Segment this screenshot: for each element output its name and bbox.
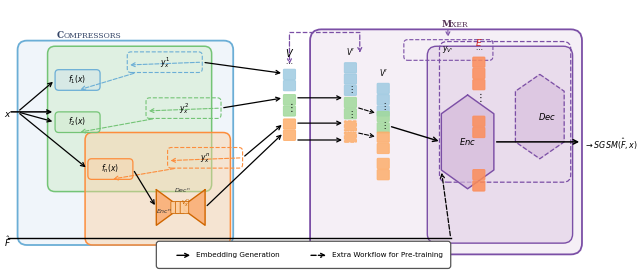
FancyBboxPatch shape xyxy=(284,106,296,116)
FancyBboxPatch shape xyxy=(284,95,296,105)
Text: $\cdots$: $\cdots$ xyxy=(285,59,294,65)
Text: $x$: $x$ xyxy=(3,110,11,119)
FancyBboxPatch shape xyxy=(473,68,485,79)
FancyBboxPatch shape xyxy=(377,111,389,122)
FancyBboxPatch shape xyxy=(85,132,230,245)
FancyBboxPatch shape xyxy=(55,112,100,132)
Polygon shape xyxy=(442,95,494,189)
FancyBboxPatch shape xyxy=(156,241,451,269)
Text: $f_2(x)$: $f_2(x)$ xyxy=(68,116,86,129)
Text: $\vdots$: $\vdots$ xyxy=(475,91,483,104)
FancyBboxPatch shape xyxy=(377,143,389,154)
FancyBboxPatch shape xyxy=(310,29,582,255)
Text: $y^1_x$: $y^1_x$ xyxy=(160,55,170,70)
FancyBboxPatch shape xyxy=(377,95,389,105)
FancyBboxPatch shape xyxy=(473,116,485,126)
FancyBboxPatch shape xyxy=(88,159,133,179)
Text: $Enc$: $Enc$ xyxy=(459,136,476,147)
Text: $\vdots$: $\vdots$ xyxy=(380,101,387,112)
FancyBboxPatch shape xyxy=(344,85,356,95)
FancyBboxPatch shape xyxy=(473,181,485,191)
Text: OMPRESSORS: OMPRESSORS xyxy=(63,32,121,40)
FancyBboxPatch shape xyxy=(47,46,212,192)
FancyBboxPatch shape xyxy=(473,80,485,90)
Text: C: C xyxy=(57,31,64,40)
Text: $V$: $V$ xyxy=(285,47,294,59)
Polygon shape xyxy=(515,74,564,159)
FancyBboxPatch shape xyxy=(171,201,179,214)
FancyBboxPatch shape xyxy=(284,130,296,141)
Text: $E$: $E$ xyxy=(475,37,483,48)
FancyBboxPatch shape xyxy=(55,70,100,90)
FancyBboxPatch shape xyxy=(473,169,485,180)
Text: Extra Workflow for Pre-training: Extra Workflow for Pre-training xyxy=(332,252,443,258)
FancyBboxPatch shape xyxy=(344,63,356,73)
Text: $y^2_x$: $y^2_x$ xyxy=(179,101,189,116)
FancyBboxPatch shape xyxy=(180,201,189,214)
Polygon shape xyxy=(156,190,180,225)
FancyBboxPatch shape xyxy=(344,97,356,108)
Text: $Enc^n$: $Enc^n$ xyxy=(156,208,172,216)
Text: $f_n(x)$: $f_n(x)$ xyxy=(101,163,120,175)
Text: $\vdots$: $\vdots$ xyxy=(347,109,354,120)
FancyBboxPatch shape xyxy=(377,169,389,180)
Text: $\hat{F}$: $\hat{F}$ xyxy=(3,234,11,249)
Text: $\cdots$: $\cdots$ xyxy=(475,45,483,51)
Text: $Dec^n$: $Dec^n$ xyxy=(174,187,191,195)
FancyBboxPatch shape xyxy=(377,123,389,133)
Text: $\vdots$: $\vdots$ xyxy=(380,120,387,131)
Text: $v^n_x$: $v^n_x$ xyxy=(181,198,190,210)
FancyBboxPatch shape xyxy=(473,127,485,138)
Text: IXER: IXER xyxy=(449,21,468,29)
FancyBboxPatch shape xyxy=(473,57,485,67)
FancyBboxPatch shape xyxy=(344,74,356,84)
FancyBboxPatch shape xyxy=(284,80,296,91)
Text: $y_{V^{\prime}}$: $y_{V^{\prime}}$ xyxy=(442,45,454,55)
FancyBboxPatch shape xyxy=(17,41,233,245)
FancyBboxPatch shape xyxy=(377,83,389,94)
FancyBboxPatch shape xyxy=(344,121,356,131)
Text: $V'$: $V'$ xyxy=(346,46,355,57)
Text: $f_1(x)$: $f_1(x)$ xyxy=(68,74,86,86)
FancyBboxPatch shape xyxy=(284,119,296,129)
Polygon shape xyxy=(180,190,205,225)
FancyBboxPatch shape xyxy=(284,69,296,80)
Text: $\rightarrow SGSM(\hat{F},x)$: $\rightarrow SGSM(\hat{F},x)$ xyxy=(584,137,638,152)
Text: $\vdots$: $\vdots$ xyxy=(286,101,293,114)
FancyBboxPatch shape xyxy=(344,132,356,142)
FancyBboxPatch shape xyxy=(377,158,389,169)
Text: $Dec$: $Dec$ xyxy=(538,111,556,122)
FancyBboxPatch shape xyxy=(344,109,356,119)
FancyBboxPatch shape xyxy=(377,106,389,116)
Text: M: M xyxy=(442,20,451,29)
FancyBboxPatch shape xyxy=(428,46,573,243)
FancyBboxPatch shape xyxy=(175,201,184,214)
Text: Embedding Generation: Embedding Generation xyxy=(196,252,279,258)
Text: $\vdots$: $\vdots$ xyxy=(347,84,354,95)
Text: $V'$: $V'$ xyxy=(379,67,388,78)
FancyBboxPatch shape xyxy=(377,132,389,142)
Text: $y^n_x$: $y^n_x$ xyxy=(200,151,210,165)
